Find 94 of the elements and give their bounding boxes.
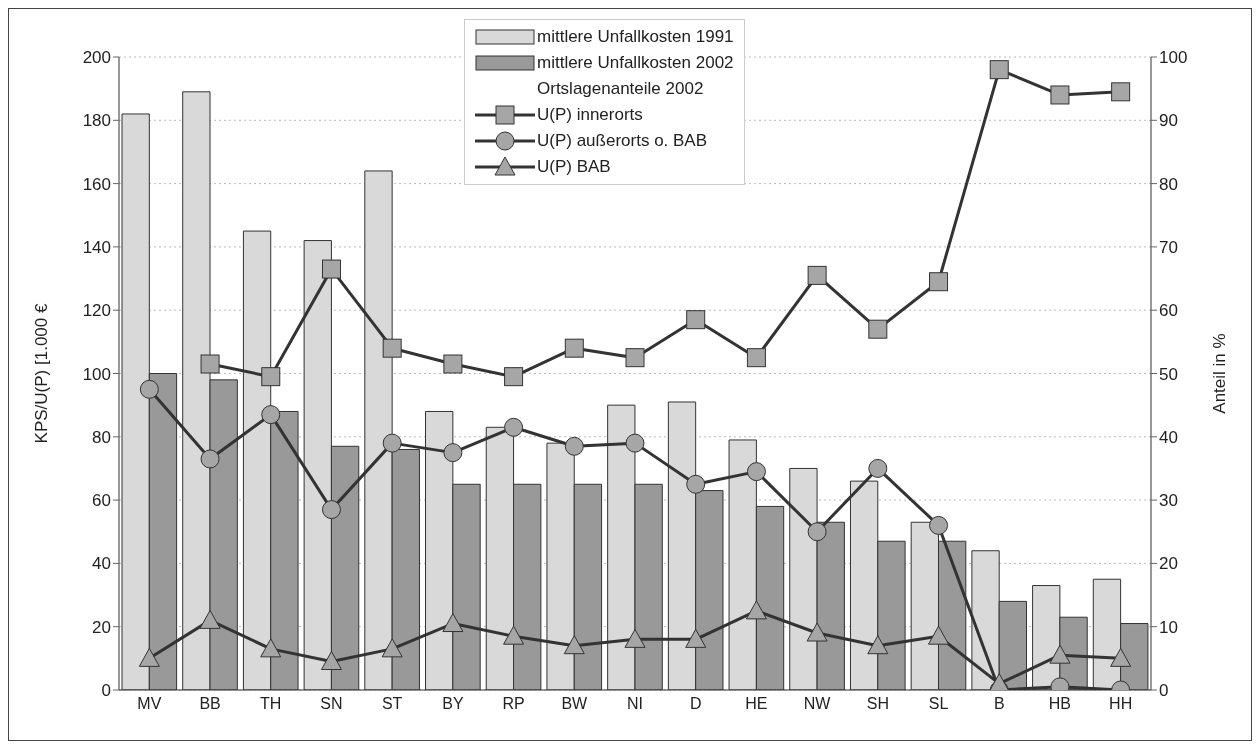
y-tick-label: 40 [92, 554, 111, 574]
point [382, 338, 402, 358]
point [745, 600, 767, 620]
legend-title: Ortslagenanteile 2002 [537, 79, 704, 99]
point [199, 609, 221, 629]
y2-tick-label: 70 [1159, 237, 1178, 257]
point [746, 348, 766, 368]
y-tick-label: 120 [82, 301, 111, 321]
x-tick-label: BY [442, 695, 464, 713]
point [443, 354, 463, 374]
y2-tick-label: 10 [1159, 617, 1178, 637]
y2-tick-label: 50 [1159, 364, 1178, 384]
point [504, 367, 524, 387]
x-tick-label: BB [199, 695, 221, 713]
point [200, 354, 220, 374]
point [928, 625, 950, 645]
y2-tick-label: 40 [1159, 427, 1178, 447]
point [138, 647, 160, 667]
point [321, 259, 341, 279]
point [320, 651, 342, 671]
point [504, 417, 524, 437]
point [1049, 644, 1071, 664]
legend-label: mittlere Unfallkosten 2002 [537, 53, 734, 73]
point [261, 405, 281, 425]
point [929, 272, 949, 292]
point [807, 265, 827, 285]
point [988, 673, 1010, 690]
point [564, 338, 584, 358]
y2-tick-label: 30 [1159, 491, 1178, 511]
point [625, 348, 645, 368]
legend-label: mittlere Unfallkosten 1991 [537, 27, 734, 47]
y2-axis-title: Anteil in % [1210, 333, 1230, 414]
x-tick-label: SH [866, 695, 889, 713]
point [1111, 82, 1131, 102]
x-tick-label: SN [320, 695, 343, 713]
y2-tick-label: 20 [1159, 554, 1178, 574]
legend-label: U(P) außerorts o. BAB [537, 131, 708, 151]
point [139, 379, 159, 399]
point [807, 522, 827, 542]
y2-tick-label: 80 [1159, 174, 1178, 194]
y-tick-label: 0 [101, 681, 111, 701]
y-tick-label: 180 [82, 111, 111, 131]
x-tick-label: SL [928, 695, 949, 713]
point [929, 515, 949, 535]
point [564, 436, 584, 456]
point [989, 60, 1009, 80]
point [503, 625, 525, 645]
point [625, 433, 645, 453]
point [443, 443, 463, 463]
point [200, 449, 220, 469]
y2-tick-label: 100 [1159, 48, 1188, 68]
x-tick-label: ST [381, 695, 403, 713]
point [321, 500, 341, 520]
point [260, 638, 282, 658]
point [686, 310, 706, 330]
point [381, 638, 403, 658]
legend-label: U(P) BAB [537, 157, 611, 177]
y-tick-label: 20 [92, 617, 111, 637]
x-tick-label: RP [502, 695, 525, 713]
legend-label: U(P) innerorts [537, 105, 643, 125]
y-tick-label: 100 [82, 364, 111, 384]
y2-tick-label: 0 [1159, 681, 1169, 701]
point [563, 635, 585, 655]
point [1050, 85, 1070, 105]
point [868, 319, 888, 339]
point [261, 367, 281, 387]
x-tick-label: MV [137, 695, 162, 713]
point [1110, 647, 1132, 667]
y-axis-title: KPS/U(P) [1.000 € [32, 303, 52, 444]
y2-tick-label: 60 [1159, 301, 1178, 321]
point [868, 458, 888, 478]
y-tick-label: 60 [92, 491, 111, 511]
point [746, 462, 766, 482]
y-tick-label: 160 [82, 174, 111, 194]
x-tick-label: TH [260, 695, 282, 713]
point [382, 433, 402, 453]
point [686, 474, 706, 494]
x-tick-label: D [689, 695, 702, 713]
point [685, 628, 707, 648]
y-tick-label: 200 [82, 48, 111, 68]
x-tick-label: HH [1109, 695, 1133, 713]
y-tick-label: 140 [82, 237, 111, 257]
x-tick-label: NI [627, 695, 643, 713]
y2-tick-label: 90 [1159, 111, 1178, 131]
x-tick-label: NW [803, 695, 832, 713]
x-tick-label: BW [561, 695, 589, 713]
y-tick-label: 80 [92, 427, 111, 447]
x-tick-label: B [993, 695, 1005, 713]
point [624, 628, 646, 648]
point [867, 635, 889, 655]
x-tick-label: HE [745, 695, 768, 713]
point [442, 613, 464, 633]
x-tick-label: HB [1048, 695, 1072, 713]
point [806, 622, 828, 642]
